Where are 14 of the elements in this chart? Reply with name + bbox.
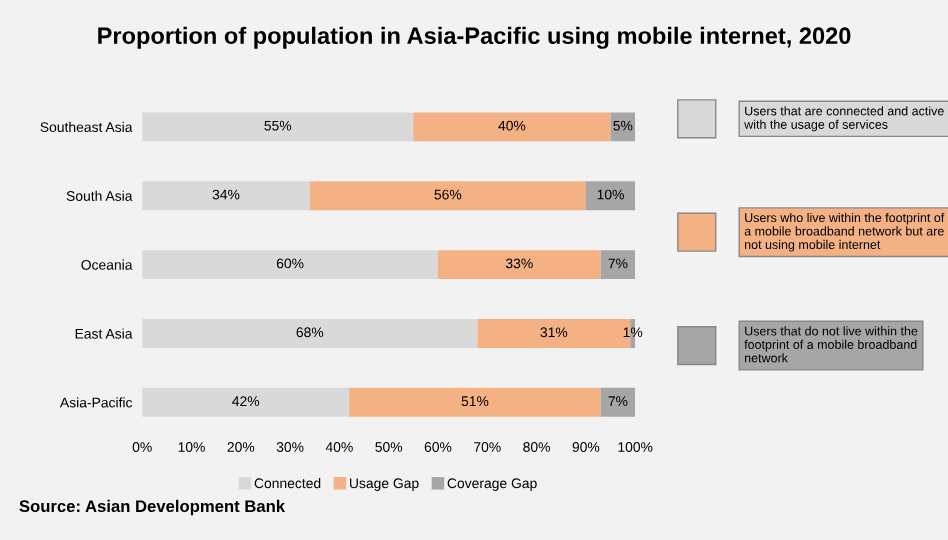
- bar: [413, 112, 611, 142]
- source-note: Source: Asian Development Bank: [19, 499, 286, 516]
- bar: [142, 250, 438, 280]
- bar: [142, 181, 310, 211]
- bar: [142, 112, 414, 142]
- bar: [142, 319, 478, 348]
- bar: [349, 387, 601, 417]
- bar: [437, 250, 601, 280]
- bar: [585, 181, 636, 211]
- bar: [142, 387, 350, 417]
- bar: [600, 387, 636, 417]
- bar: [309, 181, 586, 211]
- chart-title: Proportion of population in Asia-Pacific using mobile internet, 2020: [98, 26, 851, 49]
- bar: [600, 250, 636, 280]
